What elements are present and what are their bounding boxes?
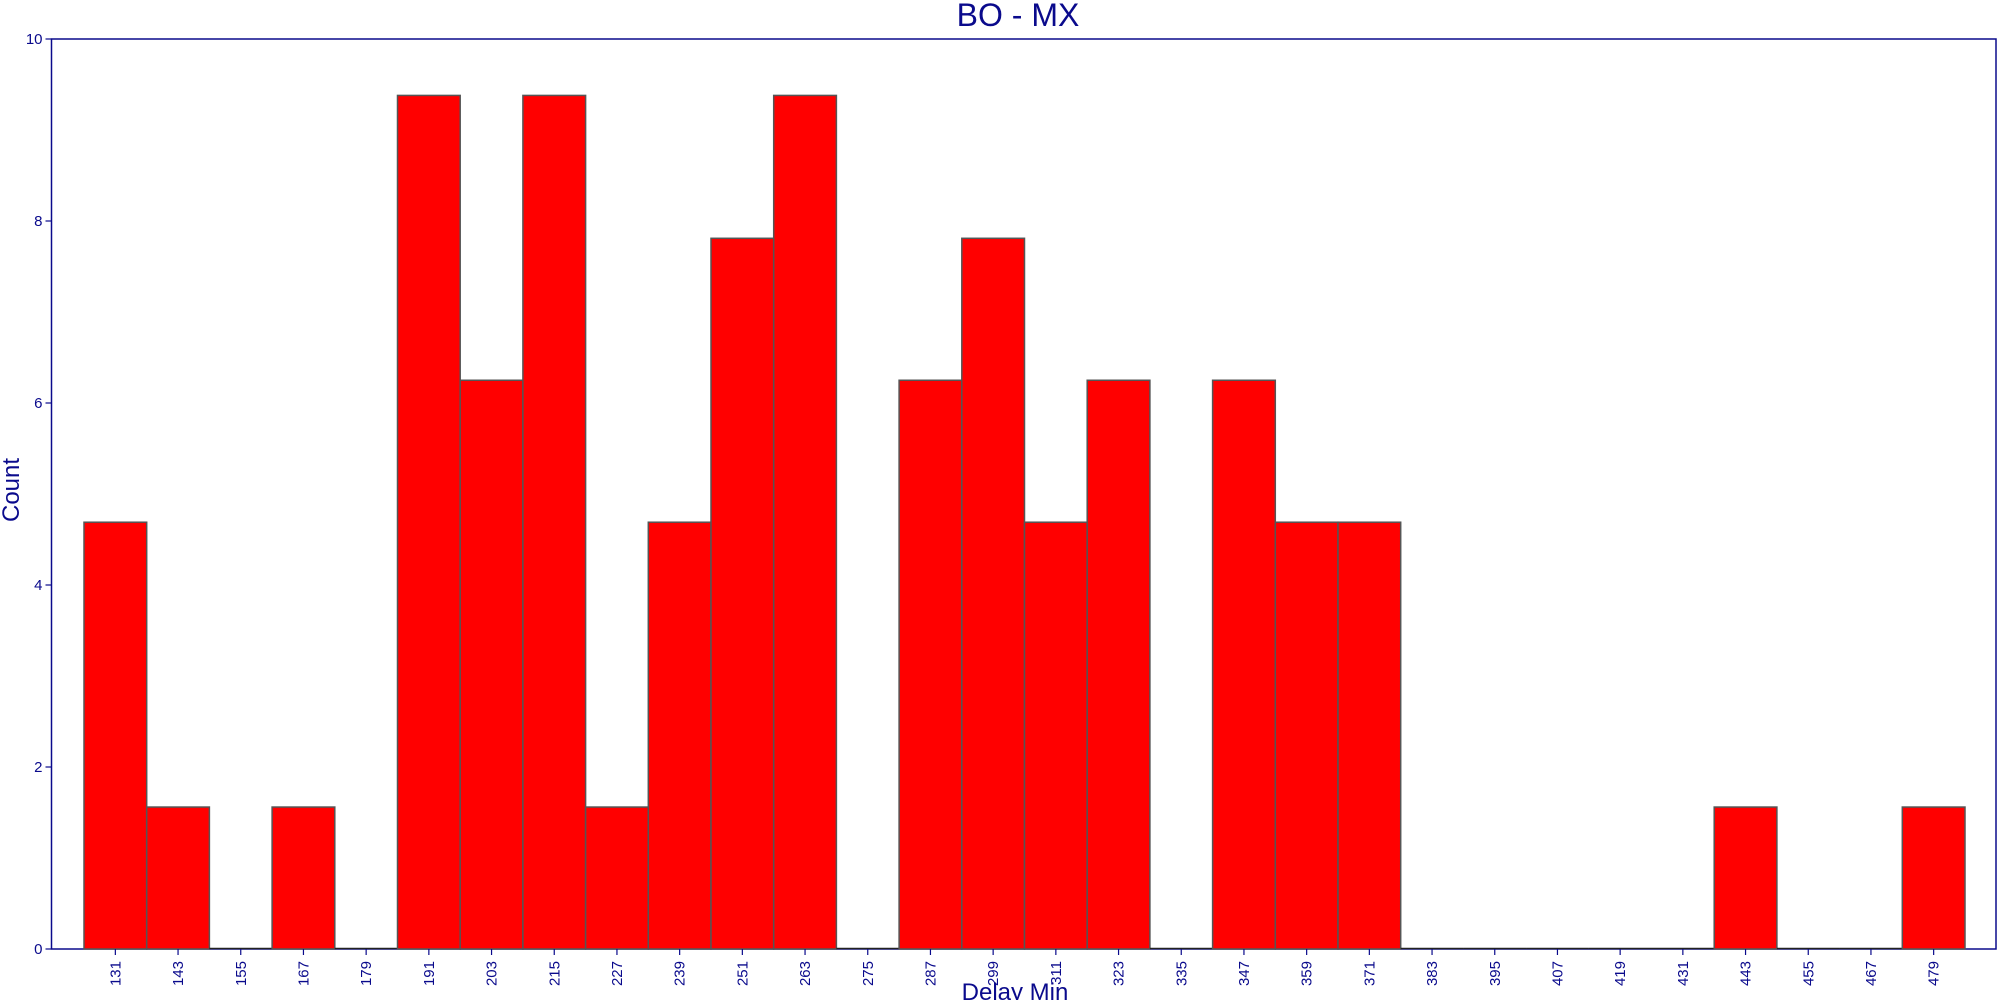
x-tick-label: 131 [107, 961, 124, 986]
histogram-bar [1274, 521, 1339, 950]
y-tick-label: 2 [34, 759, 42, 776]
histogram-bar [396, 94, 461, 950]
histogram-bar [1713, 806, 1778, 950]
x-tick-label: 167 [295, 961, 312, 986]
x-tick-label: 371 [1361, 961, 1378, 986]
histogram-bar [1023, 521, 1088, 950]
histogram-bar [1211, 379, 1277, 950]
x-tick-label: 191 [421, 961, 438, 986]
histogram-bar [1337, 521, 1402, 950]
histogram-bar [271, 806, 336, 950]
x-tick-label: 323 [1111, 961, 1128, 986]
x-tick-label: 299 [985, 961, 1002, 986]
x-tick-label: 431 [1675, 961, 1692, 986]
x-tick-label: 467 [1863, 961, 1880, 986]
histogram-bar [710, 237, 775, 950]
histogram-bar [459, 379, 524, 950]
histogram-bar [1901, 806, 1966, 950]
histogram-bar [961, 237, 1026, 950]
x-tick-label: 287 [922, 961, 939, 986]
x-tick-label: 311 [1048, 961, 1065, 985]
y-tick-label: 10 [26, 31, 43, 48]
y-tick-label: 6 [34, 395, 42, 412]
x-tick-label: 395 [1487, 961, 1504, 986]
histogram-bar [83, 521, 148, 950]
histogram-bar [584, 806, 650, 950]
y-tick-label: 0 [34, 941, 42, 958]
y-tick-label: 4 [34, 577, 42, 594]
x-tick-label: 335 [1173, 961, 1190, 986]
chart-title: BO - MX [957, 0, 1080, 33]
x-tick-label: 215 [546, 961, 563, 986]
x-tick-label: 479 [1926, 961, 1943, 986]
histogram-bar [772, 94, 838, 950]
x-tick-label: 263 [797, 961, 814, 986]
x-tick-label: 251 [734, 961, 751, 986]
x-tick-label: 179 [358, 961, 375, 986]
x-tick-label: 239 [672, 961, 689, 986]
x-tick-label: 275 [860, 961, 877, 986]
x-tick-label: 383 [1424, 961, 1441, 986]
histogram-bar [522, 94, 587, 950]
x-tick-label: 143 [170, 961, 187, 986]
histogram-bar [1086, 379, 1151, 950]
histogram-bar [145, 806, 211, 950]
histogram-bar [647, 521, 712, 950]
x-axis-label: Delay Min [962, 979, 1069, 1000]
x-tick-label: 203 [484, 961, 501, 986]
x-tick-label: 227 [609, 961, 626, 986]
histogram-bar [898, 379, 963, 950]
y-tick-label: 8 [34, 213, 42, 230]
x-tick-label: 419 [1612, 961, 1629, 986]
x-tick-label: 443 [1738, 961, 1755, 986]
x-tick-label: 359 [1299, 961, 1316, 986]
x-tick-label: 155 [233, 961, 250, 986]
plot-area: 0 2 4 6 8 10 131 143 155 167 179 191 203 215 227 239 251… [26, 31, 1997, 986]
x-tick-label: 455 [1800, 961, 1817, 986]
x-tick-label: 407 [1549, 961, 1566, 986]
x-tick-label: 347 [1236, 961, 1253, 986]
y-axis-label: Count [0, 458, 25, 522]
